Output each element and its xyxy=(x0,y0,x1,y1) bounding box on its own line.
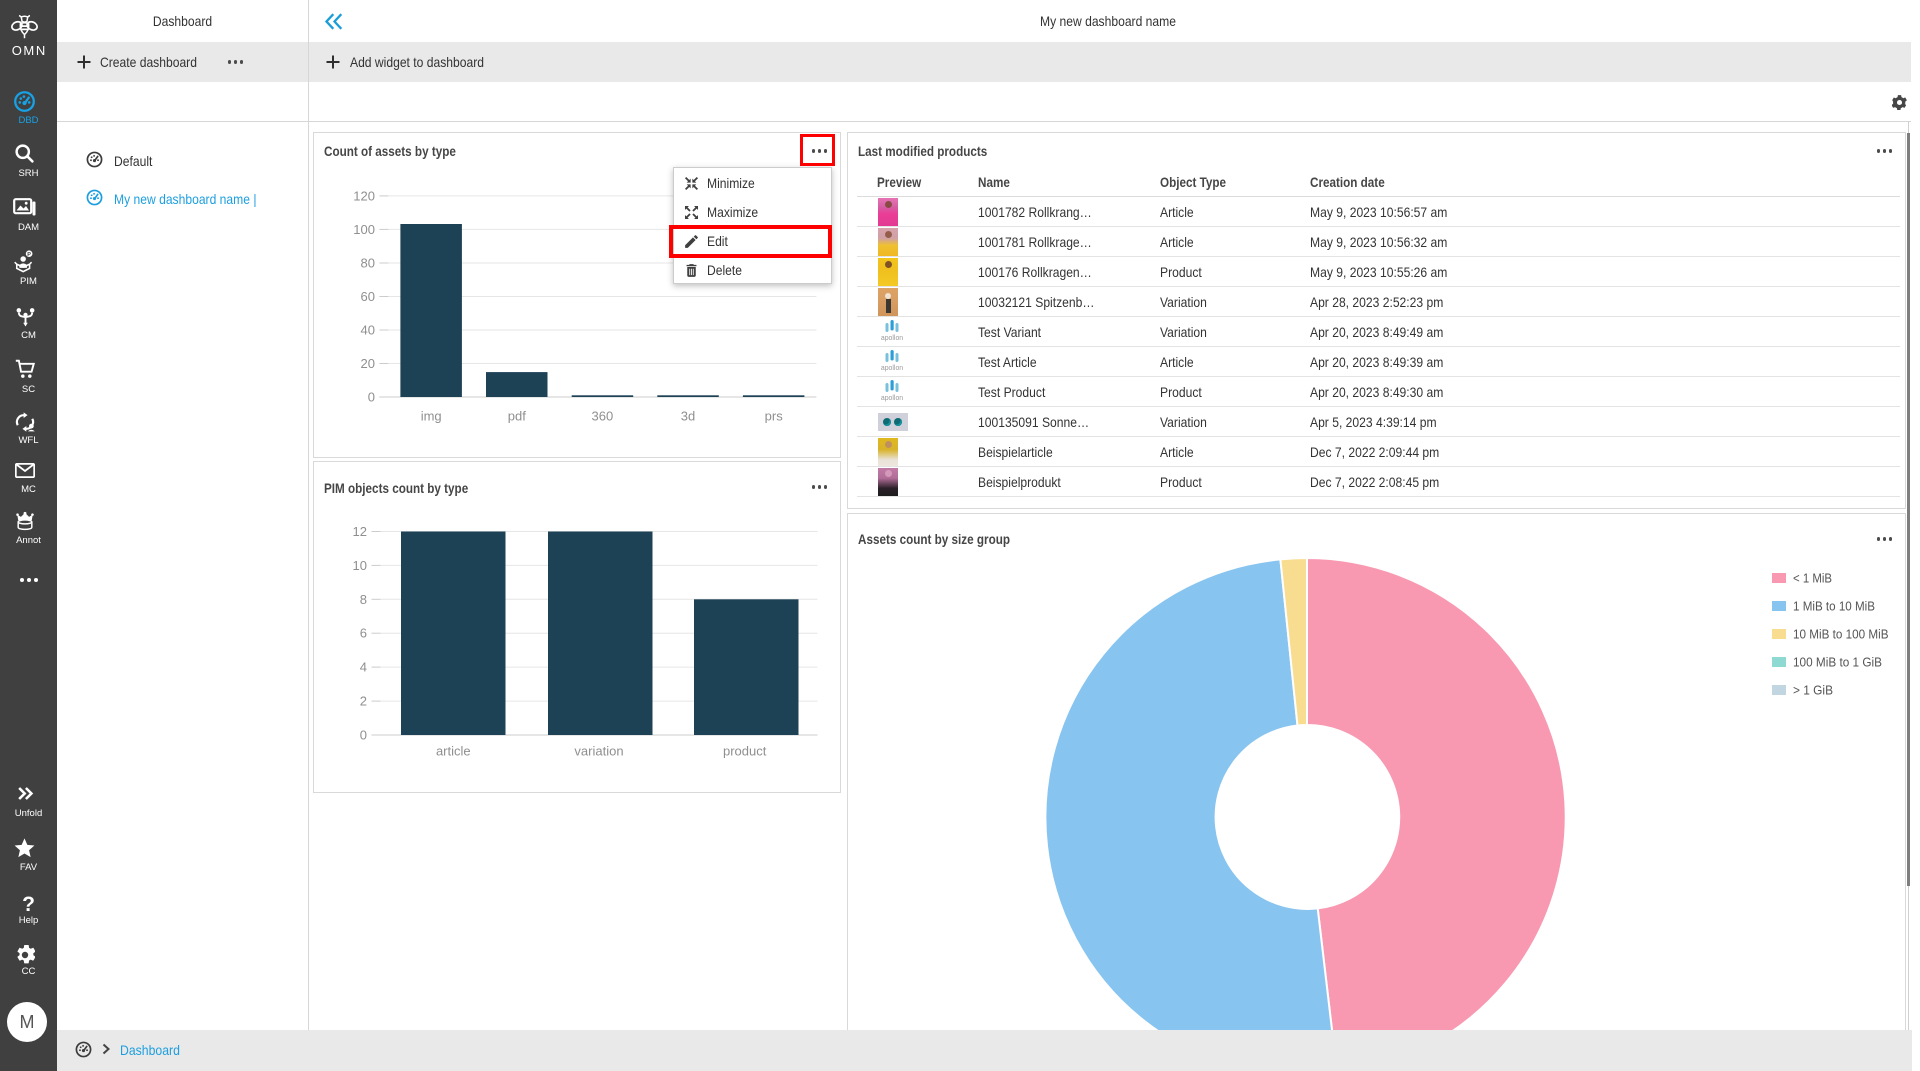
svg-text:6: 6 xyxy=(360,626,367,641)
svg-text:product: product xyxy=(723,744,767,759)
svg-text:pdf: pdf xyxy=(508,409,526,424)
svg-text:120: 120 xyxy=(353,188,375,203)
svg-text:< 1 MiB: < 1 MiB xyxy=(1793,571,1832,586)
svg-text:prs: prs xyxy=(765,409,784,424)
svg-text:img: img xyxy=(421,409,442,424)
svg-text:variation: variation xyxy=(574,744,623,759)
svg-text:10: 10 xyxy=(353,558,367,573)
svg-text:10 MiB to 100 MiB: 10 MiB to 100 MiB xyxy=(1793,627,1889,642)
svg-text:article: article xyxy=(436,744,471,759)
svg-text:80: 80 xyxy=(361,256,375,271)
svg-text:3d: 3d xyxy=(681,409,695,424)
svg-text:0: 0 xyxy=(368,390,375,405)
svg-text:100 MiB to 1 GiB: 100 MiB to 1 GiB xyxy=(1793,655,1882,670)
svg-text:100: 100 xyxy=(353,222,375,237)
svg-text:4: 4 xyxy=(360,660,367,675)
svg-text:360: 360 xyxy=(592,409,614,424)
svg-text:0: 0 xyxy=(360,728,367,743)
svg-text:12: 12 xyxy=(353,524,367,539)
svg-text:2: 2 xyxy=(360,694,367,709)
svg-text:60: 60 xyxy=(361,289,375,304)
svg-text:40: 40 xyxy=(361,323,375,338)
svg-text:20: 20 xyxy=(361,356,375,371)
svg-text:P: P xyxy=(27,252,31,258)
svg-text:8: 8 xyxy=(360,592,367,607)
svg-text:1 MiB to 10 MiB: 1 MiB to 10 MiB xyxy=(1793,599,1875,614)
svg-text:> 1 GiB: > 1 GiB xyxy=(1793,683,1833,698)
